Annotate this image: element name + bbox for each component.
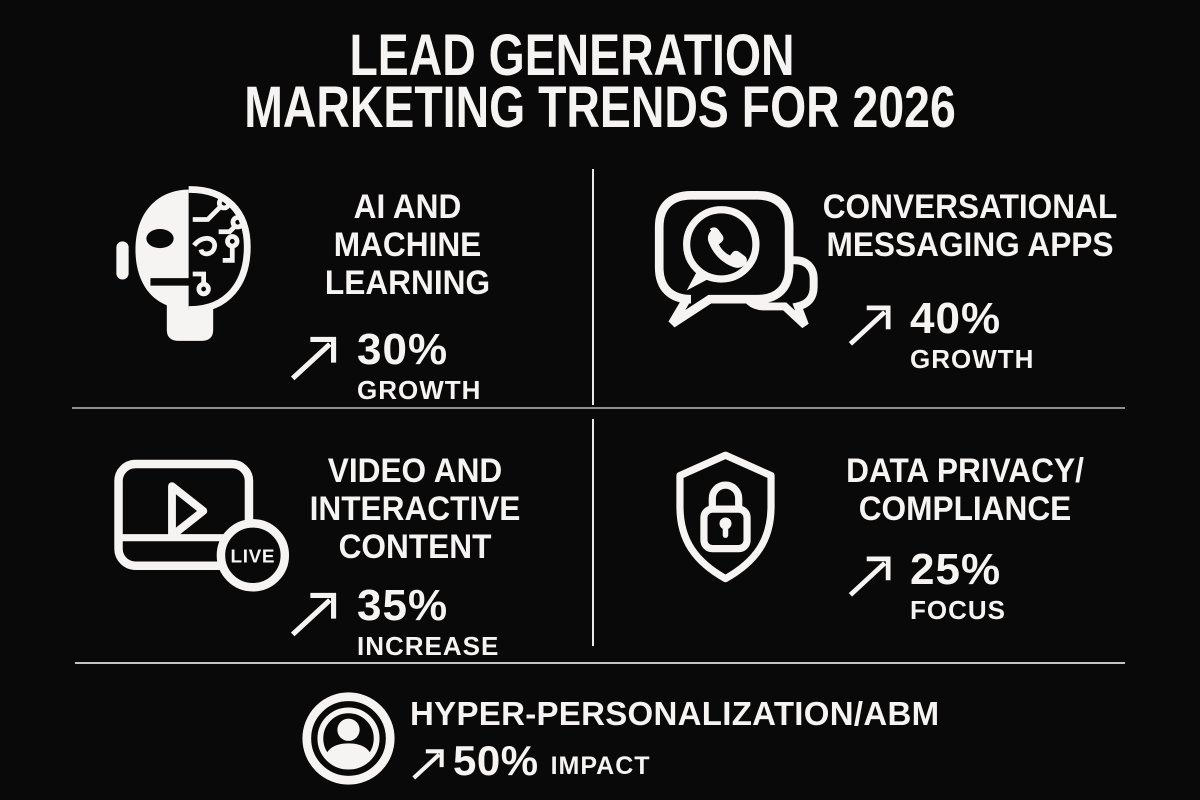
column-divider-top: [592, 169, 594, 405]
stat-value: 50%: [453, 737, 539, 784]
growth-arrow-icon: [290, 336, 337, 381]
page-title: LEAD GENERATION MARKETING TRENDS FOR 202…: [0, 23, 1200, 140]
whatsapp-chat-bubbles-icon: [654, 190, 818, 329]
footer-content: HYPER-PERSONALIZATION/ABM 50% IMPACT: [410, 696, 939, 782]
row-divider-bottom: [75, 662, 1125, 664]
ai-head-icon: [116, 186, 251, 341]
card-title-privacy: DATA PRIVACY/ COMPLIANCE: [846, 452, 1084, 528]
card-title-ai: AI AND MACHINE LEARNING: [324, 188, 491, 302]
page-title-line2: MARKETING TRENDS FOR 2026: [244, 75, 956, 140]
stat-label: FOCUS: [910, 595, 1006, 625]
stat-personalization: 50% IMPACT: [410, 737, 939, 784]
live-badge-label: LIVE: [231, 546, 276, 567]
card-title-messaging: CONVERSATIONAL MESSAGING APPS: [822, 188, 1118, 264]
growth-arrow-icon: [290, 592, 337, 637]
stat-value: 30%: [357, 325, 449, 374]
growth-arrow-icon: [848, 556, 891, 597]
stat-video: 35% INCREASE: [286, 584, 499, 662]
stat-value: 25%: [910, 545, 1002, 594]
stat-value: 40%: [910, 294, 1002, 343]
stat-label: INCREASE: [357, 631, 500, 661]
stat-messaging: 40% GROWTH: [845, 297, 1034, 375]
stat-label: GROWTH: [910, 344, 1035, 374]
stat-label: IMPACT: [550, 752, 651, 780]
card-title-video: VIDEO AND INTERACTIVE CONTENT: [309, 452, 521, 566]
person-profile-circle-icon: [302, 692, 395, 785]
stat-ai: 30% GROWTH: [286, 328, 481, 406]
growth-arrow-icon: [848, 305, 891, 346]
page-title-line1: LEAD GENERATION: [349, 23, 795, 88]
growth-arrow-icon: [412, 749, 444, 780]
row-divider-top: [72, 407, 1125, 409]
column-divider-bottom: [592, 419, 594, 646]
video-player-live-icon: LIVE: [114, 459, 290, 592]
stat-value: 35%: [357, 581, 449, 630]
shield-lock-icon: [676, 451, 775, 583]
stat-privacy: 25% FOCUS: [845, 548, 1006, 626]
stat-label: GROWTH: [357, 375, 482, 405]
footer-title: HYPER-PERSONALIZATION/ABM: [410, 695, 940, 732]
